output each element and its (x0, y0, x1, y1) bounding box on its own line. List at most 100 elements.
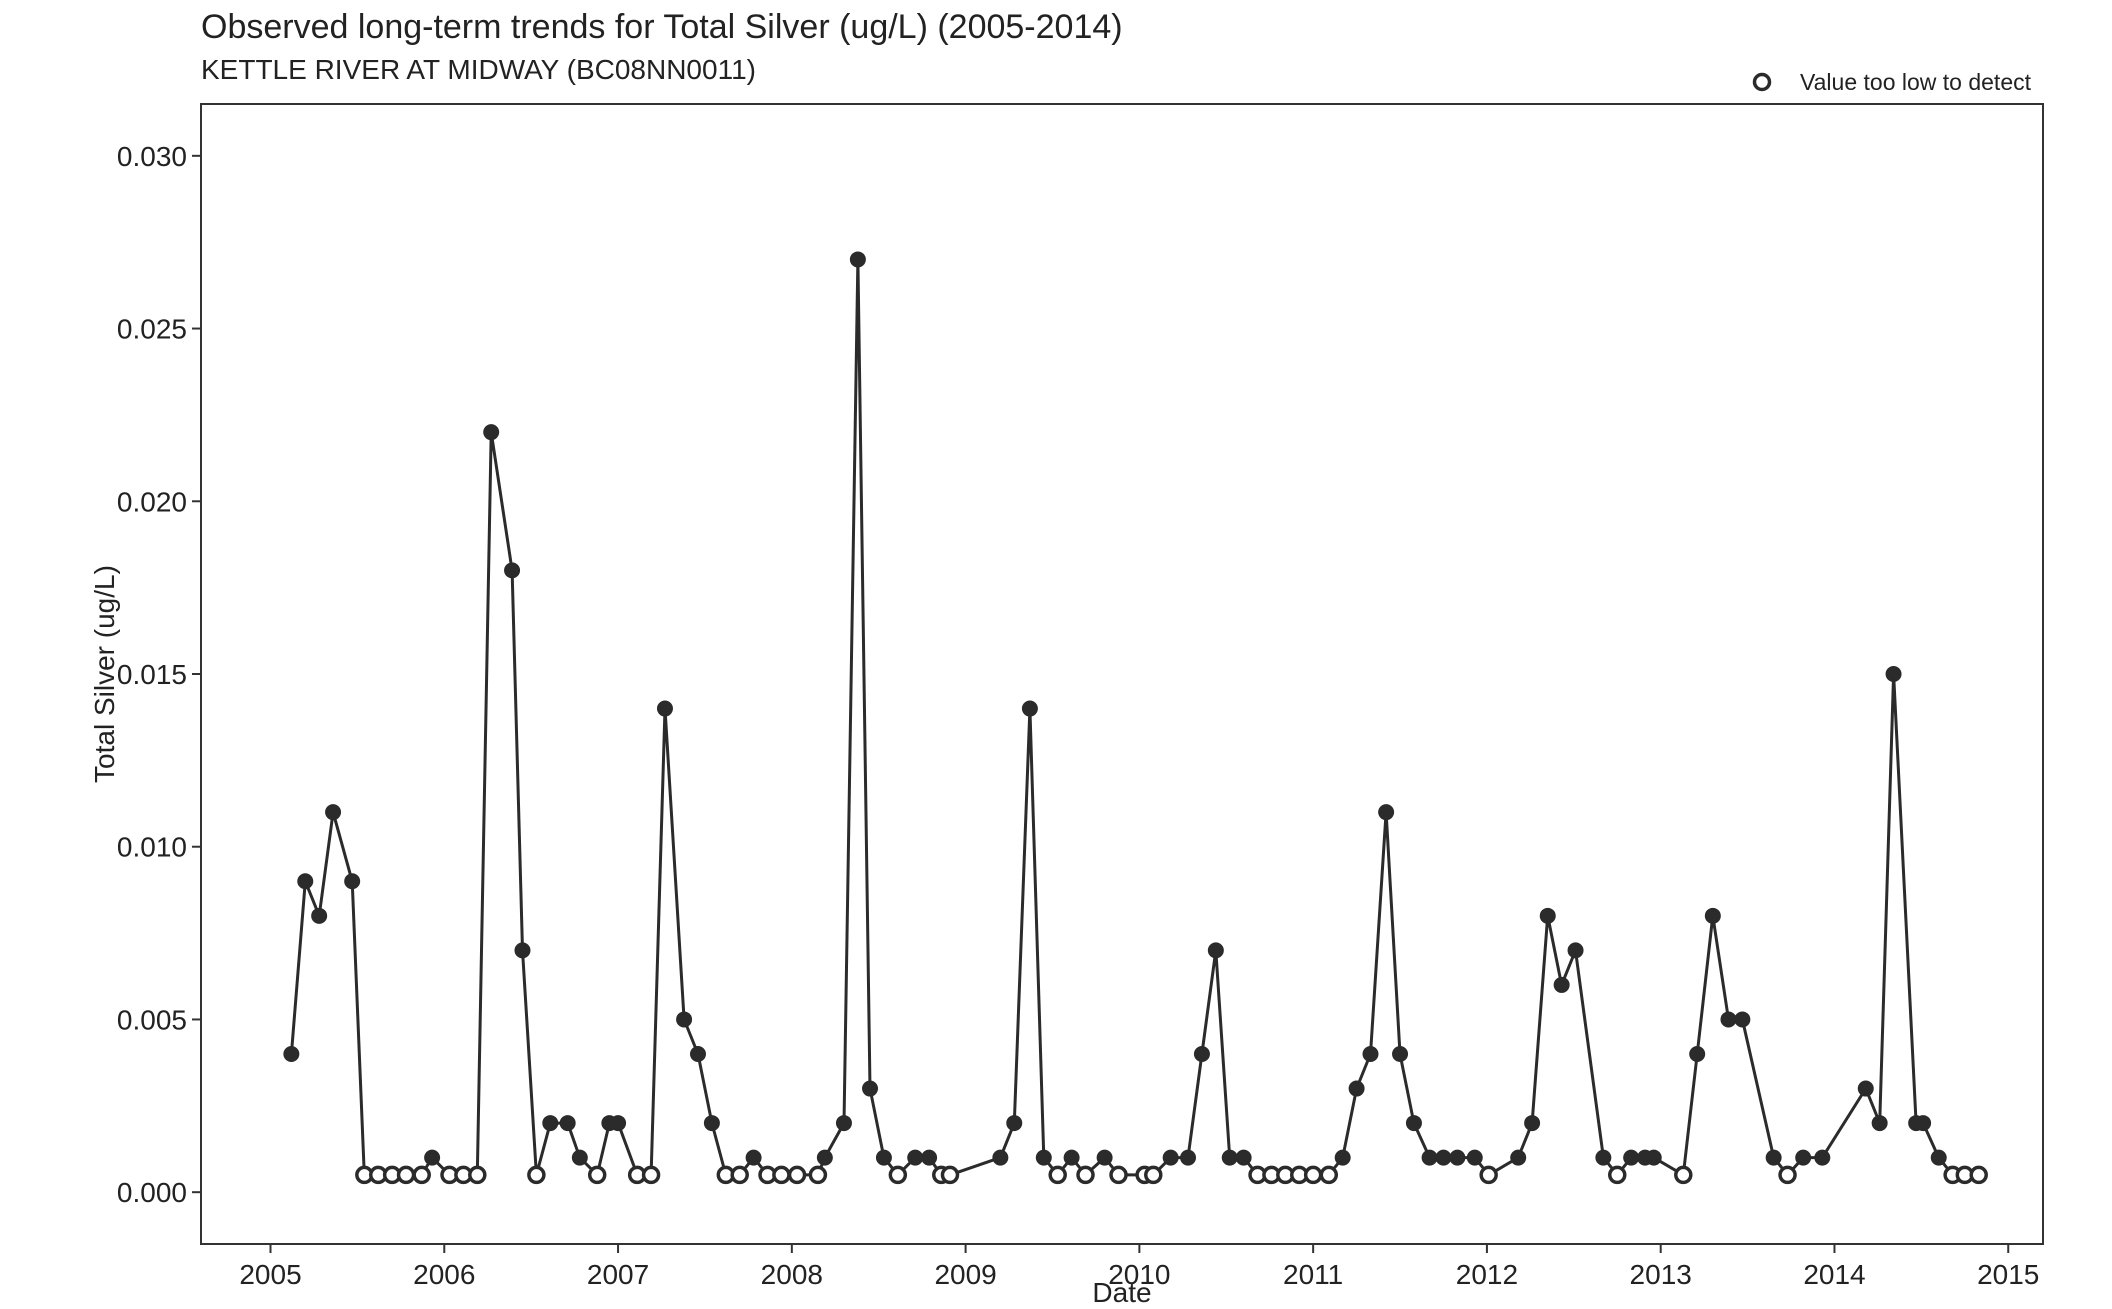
data-point-below-detection (940, 1165, 960, 1185)
data-point-below-detection (1674, 1165, 1693, 1185)
data-point (1348, 1080, 1365, 1097)
data-point (862, 1080, 879, 1097)
data-point (1021, 700, 1038, 717)
data-point-below-detection (1048, 1165, 1067, 1185)
x-axis-title: Date (1092, 1277, 1151, 1308)
data-point (1689, 1046, 1706, 1062)
data-point (1720, 1011, 1737, 1028)
data-point (1734, 1011, 1751, 1028)
data-point (1096, 1149, 1113, 1166)
data-point (283, 1046, 300, 1062)
plot-panel-border (200, 103, 2044, 1245)
data-point-below-detection (1109, 1165, 1128, 1185)
legend-label: Value too low to detect (1800, 69, 2032, 95)
data-point (745, 1149, 762, 1166)
data-point (311, 907, 328, 924)
y-tick-label: 0.000 (117, 1177, 187, 1208)
data-point-below-detection (1144, 1165, 1163, 1185)
x-tick-label: 2007 (587, 1259, 649, 1290)
data-point-below-detection (527, 1165, 546, 1185)
data-point (424, 1149, 441, 1166)
data-point-below-detection (772, 1165, 791, 1185)
data-point-below-detection (808, 1165, 828, 1185)
data-point-below-detection (412, 1165, 431, 1185)
y-tick-label: 0.030 (117, 141, 187, 172)
series-line (289, 258, 1979, 1177)
data-point (1539, 907, 1556, 924)
data-point (1449, 1149, 1466, 1166)
data-point (1795, 1149, 1812, 1166)
data-point-below-detection (730, 1165, 749, 1185)
data-point-below-detection (1608, 1165, 1627, 1185)
data-point (1623, 1149, 1640, 1166)
data-point (1765, 1149, 1782, 1166)
data-point (1421, 1149, 1438, 1166)
y-axis-title: Total Silver (ug/L) (89, 565, 120, 783)
data-point (1857, 1080, 1874, 1097)
y-axis: 0.000 0.005 0.010 0.015 0.020 0.025 0.030 (117, 141, 201, 1208)
data-point (1814, 1149, 1831, 1166)
data-point (1405, 1115, 1422, 1132)
x-tick-label: 2006 (413, 1259, 475, 1290)
data-point (1435, 1149, 1452, 1166)
data-point (907, 1149, 924, 1166)
data-point (483, 424, 500, 441)
data-point-below-detection (587, 1165, 607, 1185)
data-point-below-detection (641, 1165, 661, 1185)
x-tick-label: 2012 (1456, 1259, 1518, 1290)
data-point (1930, 1149, 1947, 1166)
data-point (1221, 1149, 1238, 1166)
x-tick-label: 2010 (1108, 1259, 1170, 1290)
data-point-below-detection (787, 1165, 807, 1185)
data-point (875, 1149, 892, 1166)
data-point (703, 1115, 720, 1132)
data-point (1915, 1115, 1932, 1132)
data-point (1334, 1149, 1351, 1166)
y-tick-label: 0.005 (117, 1004, 187, 1035)
data-point (1885, 666, 1902, 682)
y-tick-label: 0.020 (117, 486, 187, 517)
data-point (656, 700, 673, 717)
data-point (1524, 1115, 1541, 1132)
data-point (325, 804, 342, 821)
data-point (1193, 1046, 1210, 1062)
x-tick-label: 2013 (1630, 1259, 1692, 1290)
data-point (1704, 907, 1721, 924)
legend: Value too low to detect (1752, 69, 2032, 95)
chart-title: Observed long-term trends for Total Silv… (201, 8, 1123, 46)
data-point-below-detection (1303, 1165, 1323, 1185)
data-point (1207, 942, 1224, 959)
data-point (849, 251, 866, 268)
data-point (1645, 1149, 1662, 1166)
data-point (1392, 1046, 1409, 1062)
data-point (1510, 1149, 1527, 1166)
data-point (542, 1115, 559, 1132)
x-tick-label: 2009 (934, 1259, 996, 1290)
data-point-below-detection (888, 1165, 908, 1185)
data-point (571, 1149, 588, 1166)
data-point-below-detection (468, 1165, 487, 1185)
chart-subtitle: KETTLE RIVER AT MIDWAY (BC08NN0011) (201, 54, 756, 85)
data-point (1006, 1115, 1023, 1132)
y-tick-label: 0.025 (117, 314, 187, 345)
data-point (559, 1115, 576, 1132)
data-point-below-detection (1076, 1165, 1095, 1185)
data-point (1162, 1149, 1179, 1166)
x-tick-label: 2008 (761, 1259, 823, 1290)
data-point (514, 942, 531, 959)
data-point-below-detection (396, 1165, 416, 1185)
x-tick-label: 2014 (1803, 1259, 1865, 1290)
x-tick-label: 2005 (239, 1259, 301, 1290)
data-point (816, 1149, 833, 1166)
data-point (610, 1115, 627, 1132)
data-point (689, 1046, 706, 1062)
data-point (835, 1115, 852, 1132)
legend-open-circle-icon (1752, 72, 1772, 92)
data-point (1180, 1149, 1197, 1166)
data-point (1235, 1149, 1252, 1166)
data-point (297, 873, 314, 890)
data-point (1362, 1046, 1379, 1062)
data-point (1466, 1149, 1483, 1166)
x-axis: 2005 2006 2007 2008 2009 2010 2011 2012 2013 2014… (239, 1244, 2039, 1290)
